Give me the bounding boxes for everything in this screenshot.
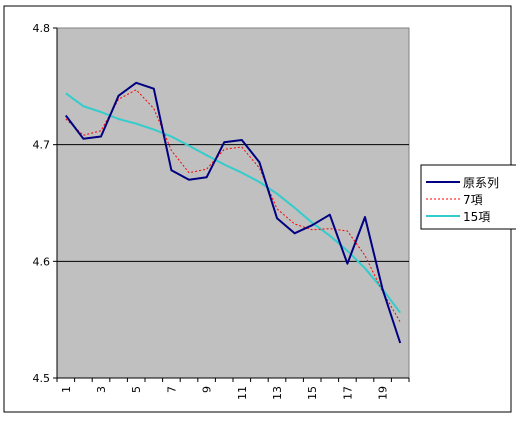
series-line-1 [65,81,402,344]
x-tick-label: 7 [165,386,178,393]
x-tick-label: 9 [201,386,214,393]
x-tick-label: 11 [236,386,249,400]
y-tick-label: 4.5 [33,372,51,385]
x-tick-label: 19 [377,386,390,400]
x-tick-label: 5 [130,386,143,393]
legend-box [420,164,516,230]
y-tick-label: 4.6 [33,255,51,268]
x-tick-label: 1 [60,386,73,393]
y-tick-label: 4.8 [33,22,51,35]
x-tick-label: 3 [95,386,108,393]
legend: 原系列 7項 15項 [420,164,516,230]
y-axis: 4.5 4.6 4.7 4.8 [33,22,58,385]
x-tick-label: 17 [341,386,354,400]
legend-label-3: 15項 [463,210,490,224]
series-line-2 [65,89,401,323]
series-line-3 [65,92,401,314]
gridlines [57,144,409,262]
legend-label-1: 原系列 [463,176,499,190]
plot-area [56,27,410,379]
y-tick-label: 4.7 [33,139,51,152]
x-axis: 1 3 5 7 9 11 13 15 17 19 [56,377,410,400]
x-tick-label: 15 [306,386,319,400]
x-tick-label: 13 [271,386,284,400]
series-lines [65,81,402,344]
legend-label-2: 7項 [463,193,483,207]
